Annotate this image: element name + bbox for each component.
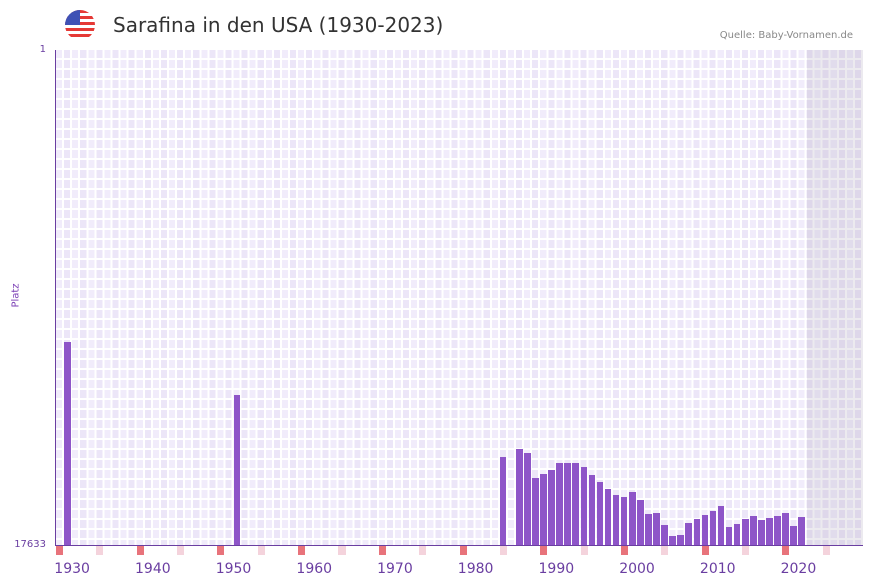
bar-2012[interactable]: [717, 505, 725, 545]
bar-1999[interactable]: [612, 494, 620, 545]
year-marker-2020: [782, 546, 790, 555]
year-marker-1970: [378, 546, 386, 555]
x-tick-label: 2020: [780, 561, 817, 577]
x-tick-label: 1940: [135, 561, 171, 577]
year-marker-2000: [620, 546, 628, 555]
bar-2014[interactable]: [733, 523, 741, 545]
x-tick-label: 1990: [538, 561, 575, 577]
chart-title: Sarafina in den USA (1930-2023): [113, 13, 444, 37]
bar-1993[interactable]: [564, 462, 571, 545]
future-shade: [806, 50, 863, 545]
bar-2020[interactable]: [782, 512, 789, 545]
bar-2004[interactable]: [653, 512, 660, 545]
bar-1995[interactable]: [580, 466, 588, 545]
bar-1990[interactable]: [540, 473, 547, 545]
bar-1994[interactable]: [572, 462, 580, 545]
bar-2009[interactable]: [693, 518, 701, 545]
year-marker-2005: [661, 546, 669, 555]
year-marker-1930: [56, 546, 64, 555]
year-marker-1945: [177, 546, 185, 555]
bar-2002[interactable]: [637, 499, 644, 545]
year-marker-1985: [499, 546, 507, 555]
bar-2006[interactable]: [669, 535, 676, 545]
bar-2007[interactable]: [677, 534, 684, 545]
bar-1992[interactable]: [556, 462, 563, 545]
y-axis-label: Platz: [10, 283, 22, 308]
y-axis-line: [55, 50, 56, 546]
bar-1991[interactable]: [548, 469, 555, 545]
year-marker-1975: [419, 546, 427, 555]
bar-2011[interactable]: [709, 510, 717, 545]
year-marker-2015: [741, 546, 749, 555]
x-tick-label: 1980: [457, 561, 494, 577]
bar-2003[interactable]: [645, 513, 652, 545]
x-tick-label: 2010: [699, 561, 736, 577]
year-marker-1965: [338, 546, 346, 555]
year-marker-2010: [701, 546, 709, 555]
plot-area: [56, 50, 863, 545]
bar-2016[interactable]: [750, 515, 757, 545]
x-tick-label: 1950: [215, 561, 252, 577]
bar-1952[interactable]: [233, 394, 241, 545]
x-tick-label: 1930: [54, 561, 90, 577]
bar-2017[interactable]: [758, 519, 765, 545]
bar-2015[interactable]: [741, 518, 749, 545]
year-marker-1955: [257, 546, 265, 555]
bar-1985[interactable]: [499, 456, 507, 545]
year-marker-1960: [298, 546, 306, 555]
year-marker-1980: [459, 546, 467, 555]
bar-2019[interactable]: [774, 515, 781, 545]
x-tick-label: 1960: [296, 561, 333, 577]
y-tick-top: 1: [39, 44, 46, 55]
bar-2018[interactable]: [766, 517, 773, 545]
source-label: Quelle: Baby-Vornamen.de: [719, 30, 853, 41]
x-tick-label: 1970: [377, 561, 413, 577]
bar-1998[interactable]: [604, 488, 612, 545]
bar-2000[interactable]: [620, 496, 628, 545]
bar-1997[interactable]: [596, 481, 604, 545]
bar-1931[interactable]: [64, 341, 71, 545]
bar-2010[interactable]: [701, 514, 709, 545]
year-marker-1990: [540, 546, 548, 555]
year-marker-1940: [136, 546, 144, 555]
bar-2008[interactable]: [685, 522, 693, 545]
bar-1987[interactable]: [515, 448, 523, 545]
y-tick-bottom: 17633: [14, 539, 46, 550]
bar-1988[interactable]: [524, 452, 531, 545]
x-tick-label: 2000: [619, 561, 655, 577]
bar-2013[interactable]: [725, 526, 733, 545]
us-flag-icon: [65, 10, 95, 40]
year-marker-1995: [580, 546, 588, 555]
bar-1996[interactable]: [588, 474, 596, 545]
year-marker-2025: [822, 546, 830, 555]
bar-2005[interactable]: [661, 524, 668, 545]
bar-2001[interactable]: [628, 491, 636, 545]
bar-1989[interactable]: [532, 477, 539, 545]
x-axis-line: [55, 545, 863, 546]
year-marker-1935: [96, 546, 104, 555]
year-marker-1950: [217, 546, 225, 555]
bar-2021[interactable]: [790, 525, 797, 545]
bar-2022[interactable]: [798, 516, 805, 545]
